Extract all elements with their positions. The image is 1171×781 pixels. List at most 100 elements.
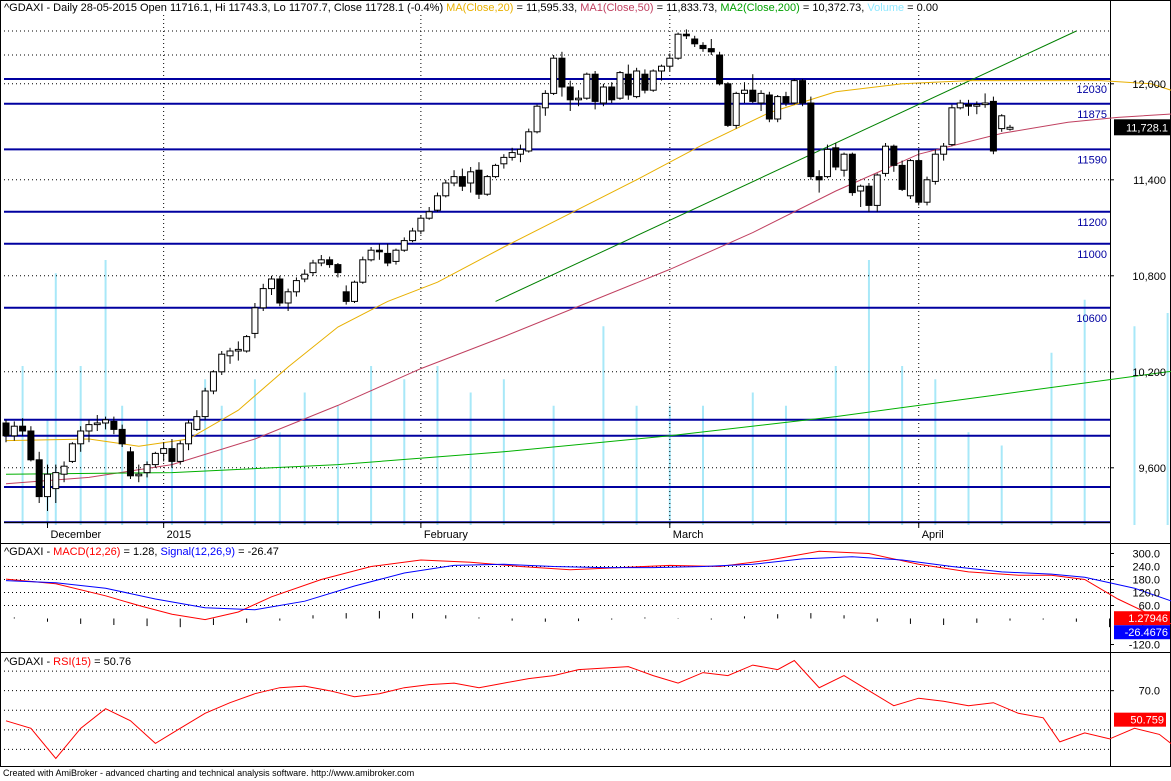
- ma20-legend-label: MA(Close,20): [446, 2, 514, 14]
- candle-body: [160, 448, 168, 454]
- candle-body: [409, 230, 417, 242]
- last-price-label: 11,728.1: [1126, 122, 1168, 134]
- macd-y-tick-label: -120.0: [1129, 640, 1160, 652]
- candle-body: [699, 44, 707, 50]
- candle-body: [218, 353, 226, 373]
- candle-body: [110, 420, 118, 430]
- candle-body: [616, 72, 624, 99]
- signal-legend-value: = -26.47: [235, 546, 279, 558]
- candle-body: [400, 240, 408, 251]
- candle-body: [52, 472, 60, 490]
- candle-body: [342, 291, 350, 302]
- rsi-y-tick-label: 70.0: [1139, 686, 1160, 698]
- candle-body: [375, 249, 383, 253]
- candle-body: [558, 57, 566, 88]
- candle-body: [840, 153, 848, 171]
- candle-body: [575, 97, 583, 101]
- candle-body: [948, 107, 956, 146]
- candle-body: [367, 249, 375, 261]
- candle-body: [823, 148, 831, 178]
- macd-badge-label: 1.27946: [1128, 613, 1168, 625]
- volume-legend-value: = 0.00: [904, 2, 939, 14]
- candle-body: [682, 33, 690, 37]
- candle-body: [10, 425, 18, 437]
- candle-body: [251, 307, 259, 334]
- price-level-label: 11000: [1077, 249, 1107, 261]
- candle-body: [707, 48, 715, 53]
- price-level-label: 12030: [1076, 84, 1107, 96]
- candle-body: [641, 73, 649, 91]
- price-header-prefix: ^GDAXI - Daily 28-05-2015 Open 11716.1, …: [4, 2, 447, 14]
- macd-value-badge: [1114, 611, 1170, 626]
- candle-body: [326, 259, 334, 266]
- x-tick-label: February: [424, 529, 469, 541]
- candle-body: [915, 160, 923, 203]
- macd-y-tick-label: 60.0: [1139, 601, 1160, 613]
- ma200-legend-label: MA2(Close,200): [720, 2, 800, 14]
- candle-body: [19, 425, 27, 432]
- candle-body: [608, 86, 616, 101]
- candle-body: [757, 92, 765, 104]
- candle-body: [126, 451, 134, 477]
- candle-body: [284, 291, 292, 304]
- rsi-legend-value: = 50.76: [91, 656, 132, 668]
- footer-credit: Created with AmiBroker - advanced charti…: [3, 768, 415, 778]
- candle-body: [226, 350, 234, 357]
- candle-body: [981, 102, 989, 106]
- candle-body: [450, 176, 458, 184]
- x-tick-label: March: [673, 529, 704, 541]
- candle-body: [591, 73, 599, 102]
- macd-line: [5, 550, 1171, 625]
- candle-body: [658, 65, 666, 72]
- candle-body: [483, 176, 491, 195]
- candle-body: [857, 185, 865, 192]
- candle-body: [973, 104, 981, 107]
- candle-body: [276, 278, 284, 304]
- candle-body: [508, 152, 516, 158]
- candle-body: [500, 156, 508, 165]
- ma200-legend-value: = 10,372.73,: [799, 2, 868, 14]
- candle-body: [301, 273, 309, 280]
- candle-body: [334, 264, 342, 274]
- candle-body: [807, 102, 815, 178]
- macd-legend-label: MACD(12,26): [53, 546, 121, 558]
- trendline: [495, 30, 1077, 302]
- macd-y-tick-label: 120.0: [1132, 588, 1160, 600]
- candle-body: [201, 390, 209, 418]
- candle-body: [467, 171, 475, 184]
- candle-body: [873, 174, 881, 206]
- rsi-header-prefix: ^GDAXI -: [4, 656, 54, 668]
- candle-body: [292, 280, 300, 293]
- candle-body: [898, 164, 906, 190]
- price-panel-header: ^GDAXI - Daily 28-05-2015 Open 11716.1, …: [4, 2, 938, 15]
- ma50-legend-value: = 11,833.73,: [653, 2, 721, 14]
- candle-body: [533, 105, 541, 133]
- candle-body: [832, 147, 840, 168]
- candle-body: [417, 217, 425, 232]
- candle-body: [425, 211, 433, 219]
- ma50-line: [5, 113, 1171, 485]
- candle-body: [541, 92, 549, 109]
- candle-body: [27, 430, 35, 461]
- candle-body: [168, 448, 176, 462]
- candle-body: [906, 160, 914, 197]
- candle-body: [234, 348, 242, 352]
- macd-panel-header: ^GDAXI - MACD(12,26) = 1.28, Signal(12,2…: [4, 546, 279, 559]
- rsi-line: [5, 659, 1171, 760]
- signal-legend-label: Signal(12,26,9): [160, 546, 236, 558]
- rsi-value-badge: [1114, 712, 1166, 727]
- candle-body: [185, 422, 193, 445]
- signal-value-badge: [1114, 625, 1170, 640]
- price-y-tick-label: 10,200: [1132, 367, 1166, 379]
- candle-body: [865, 185, 873, 206]
- candle-body: [516, 148, 524, 155]
- candle-body: [740, 89, 748, 94]
- candle-body: [317, 259, 325, 264]
- candle-body: [765, 94, 773, 120]
- candle-body: [931, 153, 939, 182]
- candle-body: [151, 452, 159, 466]
- candle-body: [848, 153, 856, 194]
- candle-body: [35, 459, 43, 498]
- candle-body: [882, 145, 890, 174]
- macd-header-prefix: ^GDAXI -: [4, 546, 54, 558]
